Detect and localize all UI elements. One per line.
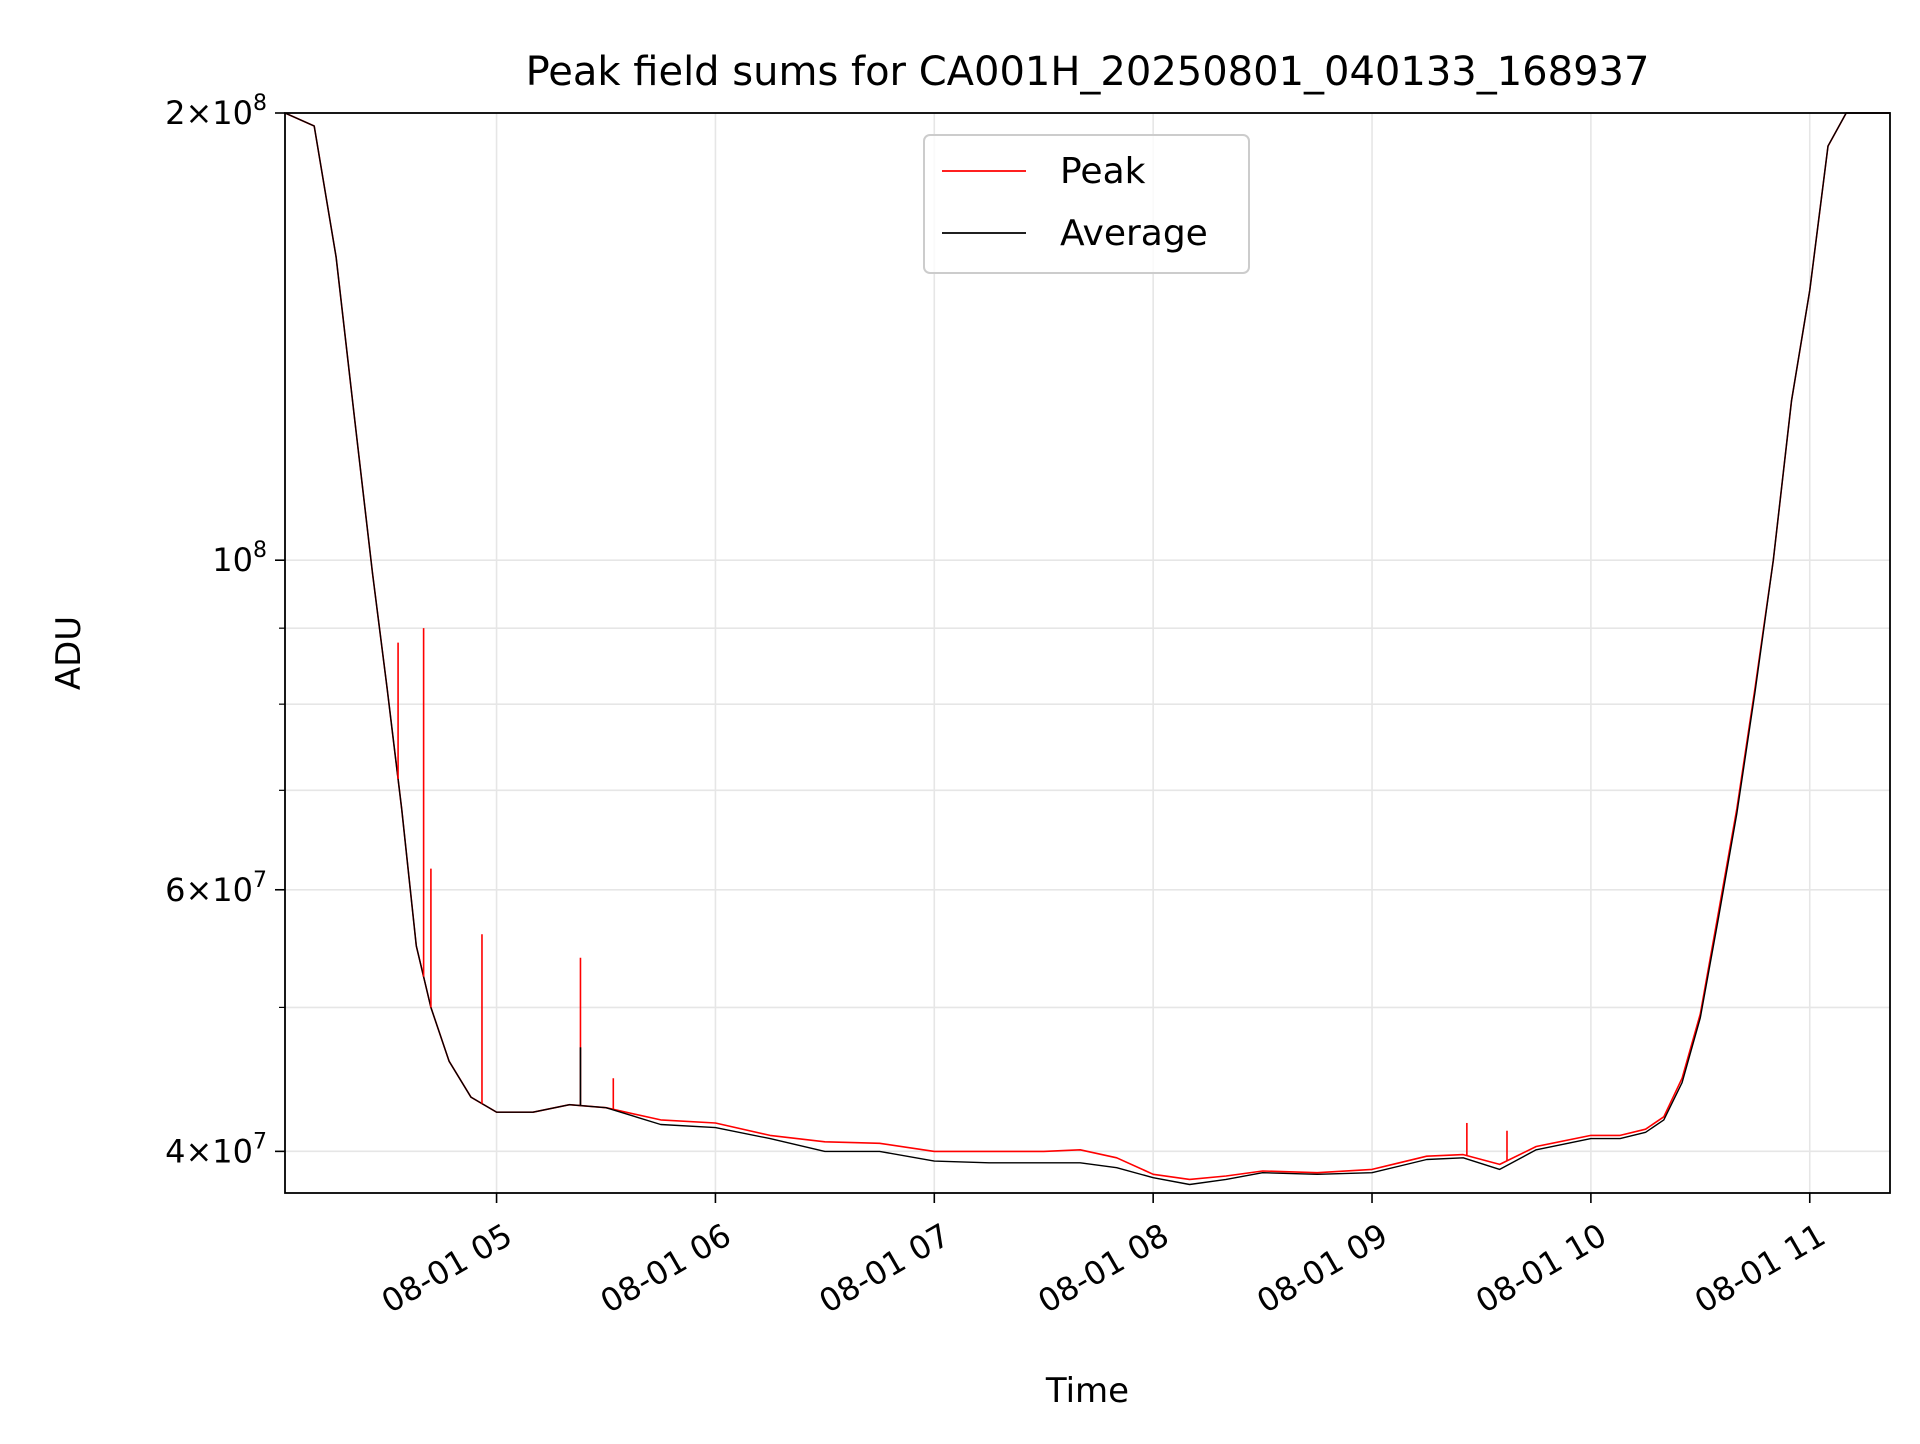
legend: Peak Average [923,134,1250,274]
legend-label-peak: Peak [1060,151,1146,192]
chart-title: Peak field sums for CA001H_20250801_0401… [526,49,1650,95]
y-tick-label: 6×107 [165,868,267,909]
x-tick-label: 08-01 06 [594,1216,738,1321]
legend-box [923,134,1250,274]
series-line-average [284,112,1890,1186]
x-tick-label: 08-01 09 [1250,1216,1394,1321]
x-tick-label: 08-01 10 [1469,1216,1613,1321]
x-tick-label: 08-01 07 [813,1216,957,1321]
grid [285,112,1890,1193]
y-tick-label: 108 [212,538,267,579]
y-tick-label: 2×108 [165,91,267,132]
x-tick-label: 08-01 08 [1032,1216,1176,1321]
y-tick-label: 4×107 [165,1129,267,1170]
x-tick-label: 08-01 11 [1688,1216,1832,1321]
ticks: 08-01 05 08-01 06 08-01 07 08-01 08 08-01 09… [165,91,1832,1321]
x-tick-label: 08-01 05 [375,1216,519,1321]
plot-frame [284,112,1891,1194]
series [284,112,1890,1186]
x-axis-label: Time [1045,1371,1129,1411]
y-axis-label: ADU [49,616,89,690]
legend-label-average: Average [1060,213,1208,254]
